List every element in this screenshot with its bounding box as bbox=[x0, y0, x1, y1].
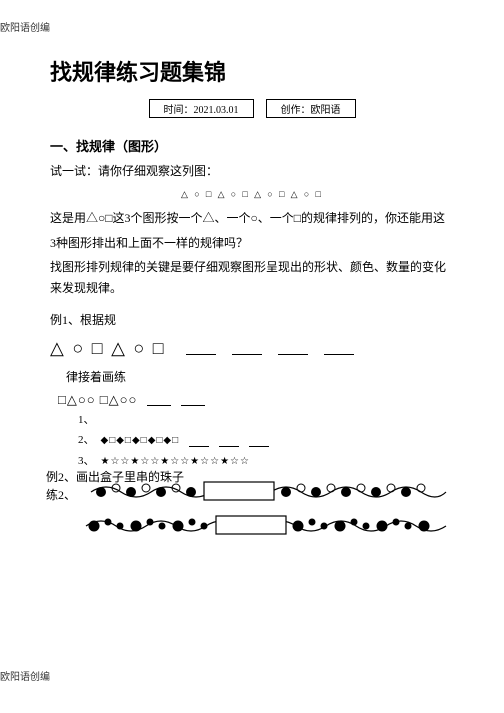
example2-sublabel: 练2、 bbox=[46, 486, 76, 503]
example1-label: 例1、根据规 bbox=[50, 310, 454, 330]
blank bbox=[189, 435, 209, 447]
numbered-list: 1、 2、 ◆□◆□◆□◆□◆□ 3、 ★☆☆★☆☆★☆☆★☆☆★☆☆ bbox=[78, 412, 454, 471]
meta-row: 时间：2021.03.01 创作：欧阳语 bbox=[50, 99, 454, 118]
footer-text: 欧阳语创编 bbox=[0, 672, 50, 683]
num-1: 1、 bbox=[78, 412, 95, 430]
pattern-2: ◆□◆□◆□◆□◆□ bbox=[101, 433, 180, 449]
try-line: 试一试：请你仔细观察这列图： bbox=[50, 161, 454, 181]
shapes-row-1: △ ○ □ △ ○ □ bbox=[50, 338, 454, 359]
bead-section: 例2、画出盒子里串的珠子 练2、 bbox=[46, 474, 454, 554]
blank bbox=[232, 343, 262, 355]
blank bbox=[249, 435, 269, 447]
desc-1: 这是用△○□这3个图形按一个△、一个○、一个□的规律排列的，你还能用这 bbox=[50, 208, 454, 228]
blank bbox=[147, 394, 171, 406]
blanks-row-1 bbox=[186, 343, 354, 355]
header-text: 欧阳语创编 bbox=[0, 23, 50, 34]
example2-label: 例2、画出盒子里串的珠子 bbox=[46, 468, 184, 485]
author-box: 创作：欧阳语 bbox=[266, 99, 356, 118]
page-title: 找规律练习题集锦 bbox=[50, 55, 454, 87]
shapes-2: □△○○ □△○○ bbox=[58, 392, 137, 408]
blank bbox=[186, 343, 216, 355]
mid-text: 律接着画练 bbox=[66, 367, 454, 387]
desc-2: 3种图形排出和上面不一样的规律吗？ bbox=[50, 233, 454, 253]
blank bbox=[219, 435, 239, 447]
list-item-2: 2、 ◆□◆□◆□◆□◆□ bbox=[78, 432, 454, 450]
list-item-1: 1、 bbox=[78, 412, 454, 430]
main-content: 找规律练习题集锦 时间：2021.03.01 创作：欧阳语 一、找规律（图形） … bbox=[50, 55, 454, 554]
pattern-demo: △ ○ □ △ ○ □ △ ○ □ △ ○ □ bbox=[50, 189, 454, 200]
shapes-1: △ ○ □ △ ○ □ bbox=[50, 338, 166, 359]
blank bbox=[181, 394, 205, 406]
desc-3: 找图形排列规律的关键是要仔细观察图形呈现出的形状、颜色、数量的变化来发现规律。 bbox=[50, 257, 454, 298]
num-2: 2、 bbox=[78, 432, 95, 450]
blanks-2 bbox=[189, 435, 269, 447]
shapes-row-2: □△○○ □△○○ bbox=[58, 392, 454, 408]
section-heading: 一、找规律（图形） bbox=[50, 136, 454, 155]
blanks-row-2 bbox=[147, 394, 205, 406]
blank bbox=[324, 343, 354, 355]
time-box: 时间：2021.03.01 bbox=[149, 99, 254, 118]
page-footer: 欧阳语创编 bbox=[0, 667, 504, 685]
bead-diagram bbox=[46, 474, 456, 549]
page-header: 欧阳语创编 bbox=[0, 18, 504, 36]
blank bbox=[278, 343, 308, 355]
